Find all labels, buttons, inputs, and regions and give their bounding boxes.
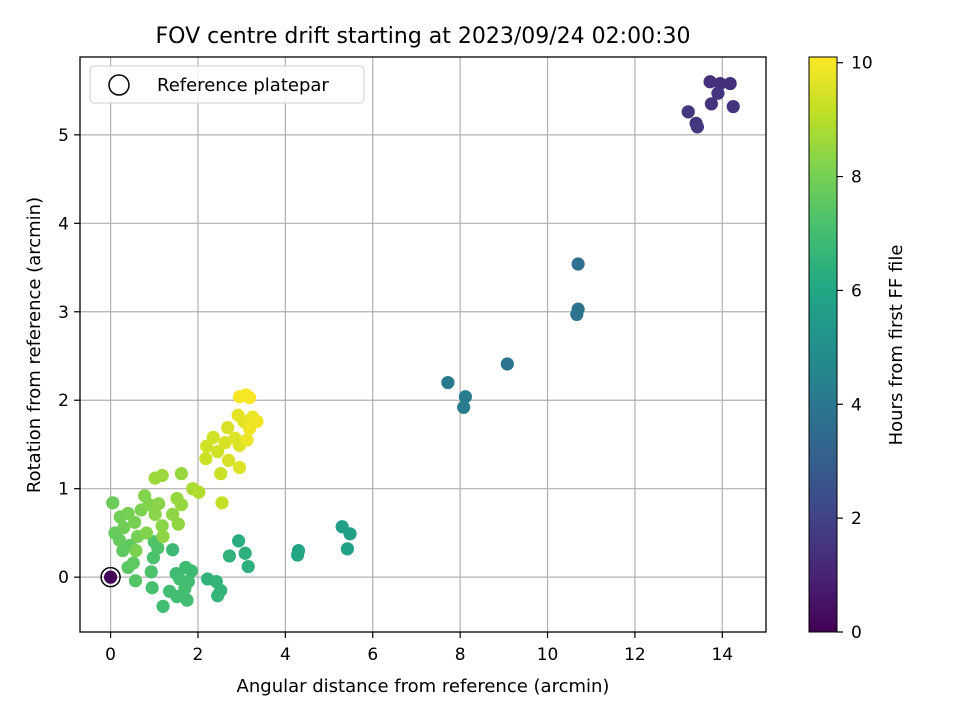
scatter-point <box>144 565 158 579</box>
y-tick-label: 5 <box>58 126 69 146</box>
x-tick-label: 14 <box>711 645 733 665</box>
x-tick-label: 6 <box>367 645 378 665</box>
scatter-point <box>704 97 718 111</box>
scatter-point <box>441 375 455 390</box>
reference-marker-layer <box>100 566 121 588</box>
scatter-point <box>139 526 154 540</box>
scatter-point <box>171 517 185 531</box>
colorbar-tick-label: 6 <box>851 281 862 301</box>
colorbar-gradient <box>808 56 838 633</box>
scatter-point <box>222 549 237 563</box>
scatter-point <box>199 452 213 466</box>
x-axis-label: Angular distance from reference (arcmin) <box>237 676 610 697</box>
x-tick-label: 12 <box>624 645 646 665</box>
x-tick-label: 10 <box>537 645 559 665</box>
y-tick-label: 1 <box>58 480 69 500</box>
scatter-point <box>726 99 740 114</box>
scatter-point <box>240 433 254 447</box>
scatter-point <box>458 390 472 404</box>
scatter-point <box>156 529 170 544</box>
y-tick-label: 2 <box>58 391 69 411</box>
x-tick-label: 8 <box>455 645 466 665</box>
scatter-point <box>192 485 206 499</box>
x-axis-ticks: 0 2 4 6 8 10 12 14 <box>105 632 733 665</box>
scatter-point <box>232 534 246 548</box>
colorbar-tick-label: 4 <box>851 395 862 415</box>
scatter-point <box>238 546 252 560</box>
scatter-point <box>178 582 192 596</box>
x-tick-label: 0 <box>105 645 116 665</box>
plot-frame <box>79 56 767 633</box>
legend-marker-icon <box>108 74 130 96</box>
scatter-point <box>148 507 162 521</box>
colorbar-tick-label: 0 <box>851 623 862 643</box>
colorbar-ticks: 0 2 4 6 8 10 <box>837 54 873 643</box>
scatter-point <box>184 564 199 578</box>
scatter-point <box>206 430 220 444</box>
scatter-point <box>145 581 159 595</box>
colorbar-tick-label: 8 <box>851 168 862 188</box>
scatter-point <box>500 357 514 371</box>
scatter-point <box>106 496 120 510</box>
x-tick-label: 4 <box>280 645 291 665</box>
scatter-point <box>166 507 180 521</box>
y-tick-label: 4 <box>58 214 69 234</box>
colorbar: 0 2 4 6 8 10 Hours from first FF file <box>808 54 907 643</box>
scatter-point <box>211 444 225 459</box>
x-tick-label: 2 <box>193 645 204 665</box>
scatter-point <box>221 453 236 467</box>
scatter-point <box>218 436 232 450</box>
scatter-point <box>142 498 156 512</box>
colorbar-label: Hours from first FF file <box>886 245 907 446</box>
reference-marker <box>100 566 121 588</box>
chart-title: FOV centre drift starting at 2023/09/24 … <box>156 24 691 49</box>
scatter-point <box>214 467 228 481</box>
scatter-point <box>103 570 118 584</box>
scatter-point <box>156 599 170 613</box>
y-tick-label: 0 <box>58 568 69 588</box>
scatter-point <box>155 519 169 533</box>
y-tick-label: 3 <box>58 303 69 323</box>
y-axis-label: Rotation from reference (arcmin) <box>24 197 45 493</box>
scatter-point <box>155 468 169 483</box>
scatter-point <box>343 527 357 541</box>
colorbar-tick-label: 2 <box>851 509 862 529</box>
scatter-point <box>221 421 235 435</box>
grid-lines <box>80 57 766 632</box>
scatter-point <box>232 460 247 475</box>
legend: Reference platepar <box>89 65 365 104</box>
scatter-point <box>242 421 257 436</box>
scatter-point <box>170 491 184 506</box>
scatter-points <box>103 75 740 613</box>
scatter-point <box>723 76 737 91</box>
scatter-point <box>126 556 140 570</box>
scatter-point <box>128 515 142 529</box>
scatter-point <box>242 390 257 405</box>
colorbar-tick-label: 10 <box>851 54 873 74</box>
scatter-point <box>681 105 695 119</box>
scatter-point <box>571 257 585 271</box>
scatter-point <box>690 120 705 134</box>
legend-label: Reference platepar <box>157 75 329 96</box>
scatter-point <box>570 307 584 322</box>
scatter-point <box>117 521 131 535</box>
legend-box <box>89 65 365 104</box>
scatter-point <box>340 542 355 556</box>
scatter-point <box>166 543 180 557</box>
scatter-point <box>711 86 725 100</box>
scatter-point <box>128 574 143 588</box>
scatter-point <box>703 75 717 89</box>
scatter-point <box>215 496 229 510</box>
scatter-point <box>152 497 166 511</box>
scatter-point <box>211 589 225 603</box>
scatter-point <box>174 467 188 481</box>
scatter-point <box>457 400 471 414</box>
scatter-point <box>241 559 255 574</box>
scatter-point <box>290 548 305 562</box>
scatter-point <box>180 593 194 607</box>
scatter-point <box>129 544 143 558</box>
y-axis-ticks: 0 1 2 3 4 5 <box>58 126 80 588</box>
